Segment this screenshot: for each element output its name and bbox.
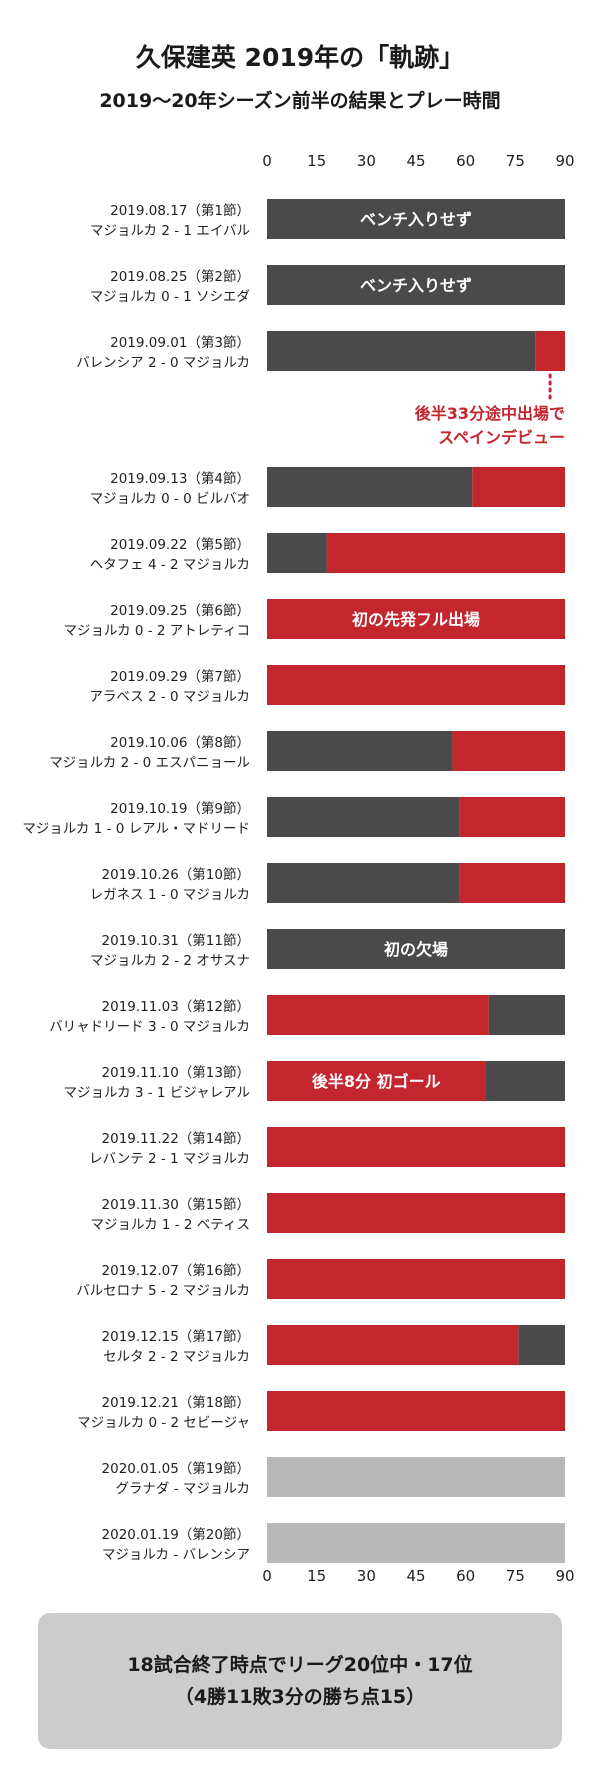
bench-segment (267, 731, 453, 771)
match-result-label: マジョルカ 1 - 0 レアル・マドリード (22, 821, 250, 837)
match-result-label: マジョルカ 0 - 2 アトレティコ (64, 623, 251, 639)
match-result-label: ヘタフェ 4 - 2 マジョルカ (90, 557, 250, 573)
match-result-label: セルタ 2 - 2 マジョルカ (103, 1349, 250, 1365)
match-date-label: 2019.09.13（第4節） (110, 470, 250, 487)
match-date-label: 2019.10.31（第11節） (102, 932, 250, 949)
match-date-label: 2019.12.15（第17節） (102, 1328, 250, 1345)
match-date-label: 2020.01.19（第20節） (102, 1526, 250, 1543)
bench-segment (267, 533, 327, 573)
match-result-label: バルセロナ 5 - 2 マジョルカ (76, 1283, 250, 1299)
play-time-segment (267, 665, 565, 705)
bottom-tick-label: 0 (262, 1567, 272, 1585)
match-date-label: 2019.11.30（第15節） (102, 1196, 250, 1213)
play-time-segment (267, 1061, 486, 1101)
play-time-segment (535, 331, 565, 371)
bench-bar (267, 929, 565, 969)
match-result-label: マジョルカ 2 - 0 エスパニョール (49, 755, 250, 771)
play-time-segment (267, 1391, 565, 1431)
play-time-segment (267, 995, 489, 1035)
bench-bar (267, 265, 565, 305)
bench-bar (267, 199, 565, 239)
bottom-tick-label: 30 (357, 1567, 376, 1585)
match-date-label: 2019.09.29（第7節） (110, 668, 250, 685)
bench-segment (485, 1061, 565, 1101)
match-result-label: マジョルカ 2 - 1 エイバル (90, 223, 250, 239)
match-result-label: マジョルカ 0 - 0 ビルバオ (90, 491, 250, 507)
match-date-label: 2020.01.05（第19節） (102, 1460, 250, 1477)
bench-segment (518, 1325, 565, 1365)
match-result-label: バリャドリード 3 - 0 マジョルカ (49, 1019, 250, 1035)
match-date-label: 2019.08.25（第2節） (110, 268, 250, 285)
match-result-label: マジョルカ 0 - 1 ソシエダ (90, 289, 250, 305)
bottom-tick-label: 90 (555, 1567, 574, 1585)
bar-label: ベンチ入りせず (360, 210, 472, 229)
bench-segment (267, 331, 536, 371)
annotation-text: 後半33分途中出場で (415, 404, 565, 423)
match-result-label: マジョルカ - バレンシア (102, 1547, 250, 1563)
match-result-label: マジョルカ 0 - 2 セビージャ (77, 1415, 250, 1431)
bottom-tick-label: 45 (406, 1567, 425, 1585)
summary-box: 18試合終了時点でリーグ20位中・17位 （4勝11敗3分の勝ち点15） (38, 1613, 562, 1749)
top-tick-label: 15 (307, 152, 326, 170)
match-result-label: マジョルカ 1 - 2 ベティス (91, 1217, 251, 1233)
play-time-segment (267, 599, 565, 639)
play-time-chart: 0 15 30 45 60 75 90 0 15 30 45 60 75 90 2019.08.17（第1節… (22, 152, 574, 1585)
bench-segment (488, 995, 565, 1035)
match-date-label: 2019.12.21（第18節） (102, 1394, 250, 1411)
play-time-segment (452, 731, 565, 771)
match-result-label: バレンシア 2 - 0 マジョルカ (76, 355, 250, 371)
match-result-label: アラベス 2 - 0 マジョルカ (89, 689, 250, 705)
annotation-text: スペインデビュー (438, 428, 565, 447)
play-time-segment (267, 1259, 565, 1299)
match-date-label: 2019.10.26（第10節） (102, 866, 250, 883)
play-time-segment (459, 863, 565, 903)
top-tick-label: 30 (357, 152, 376, 170)
match-date-label: 2019.09.22（第5節） (110, 536, 250, 553)
bench-segment (267, 467, 473, 507)
top-tick-label: 90 (555, 152, 574, 170)
match-date-label: 2019.10.19（第9節） (110, 800, 250, 817)
play-time-segment (326, 533, 565, 573)
future-bar (267, 1457, 565, 1497)
match-date-label: 2019.11.10（第13節） (102, 1064, 250, 1081)
bar-label: 初の先発フル出場 (352, 610, 480, 629)
match-result-label: レバンテ 2 - 1 マジョルカ (89, 1151, 250, 1167)
bar-label: ベンチ入りせず (360, 276, 472, 295)
bench-segment (267, 797, 460, 837)
match-date-label: 2019.11.03（第12節） (102, 998, 250, 1015)
play-time-segment (267, 1325, 519, 1365)
match-result-label: レガネス 1 - 0 マジョルカ (90, 887, 250, 903)
match-date-label: 2019.10.06（第8節） (110, 734, 250, 751)
match-result-label: グラナダ - マジョルカ (115, 1481, 250, 1497)
top-tick-label: 60 (456, 152, 475, 170)
bar-label: 初の欠場 (384, 940, 448, 959)
summary-line-1: 18試合終了時点でリーグ20位中・17位 (127, 1654, 473, 1676)
bottom-tick-label: 75 (506, 1567, 525, 1585)
play-time-segment (472, 467, 565, 507)
match-date-label: 2019.09.25（第6節） (110, 602, 250, 619)
bottom-tick-label: 15 (307, 1567, 326, 1585)
top-tick-label: 45 (406, 152, 425, 170)
top-tick-label: 75 (506, 152, 525, 170)
match-result-label: マジョルカ 3 - 1 ビジャレアル (64, 1085, 251, 1101)
bar-label: 後半8分 初ゴール (312, 1072, 441, 1091)
chart-title: 久保建英 2019年の「軌跡」 (135, 43, 465, 72)
chart-subtitle: 2019〜20年シーズン前半の結果とプレー時間 (99, 90, 501, 112)
summary-line-2: （4勝11敗3分の勝ち点15） (174, 1686, 426, 1708)
match-date-label: 2019.08.17（第1節） (110, 202, 250, 219)
future-bar (267, 1523, 565, 1563)
match-date-label: 2019.12.07（第16節） (102, 1262, 250, 1279)
match-date-label: 2019.09.01（第3節） (110, 334, 250, 351)
bench-segment (267, 863, 460, 903)
top-tick-label: 0 (262, 152, 272, 170)
match-result-label: マジョルカ 2 - 2 オサスナ (90, 953, 250, 969)
play-time-segment (459, 797, 565, 837)
match-date-label: 2019.11.22（第14節） (102, 1130, 250, 1147)
play-time-segment (267, 1127, 565, 1167)
play-time-segment (267, 1193, 565, 1233)
bottom-tick-label: 60 (456, 1567, 475, 1585)
